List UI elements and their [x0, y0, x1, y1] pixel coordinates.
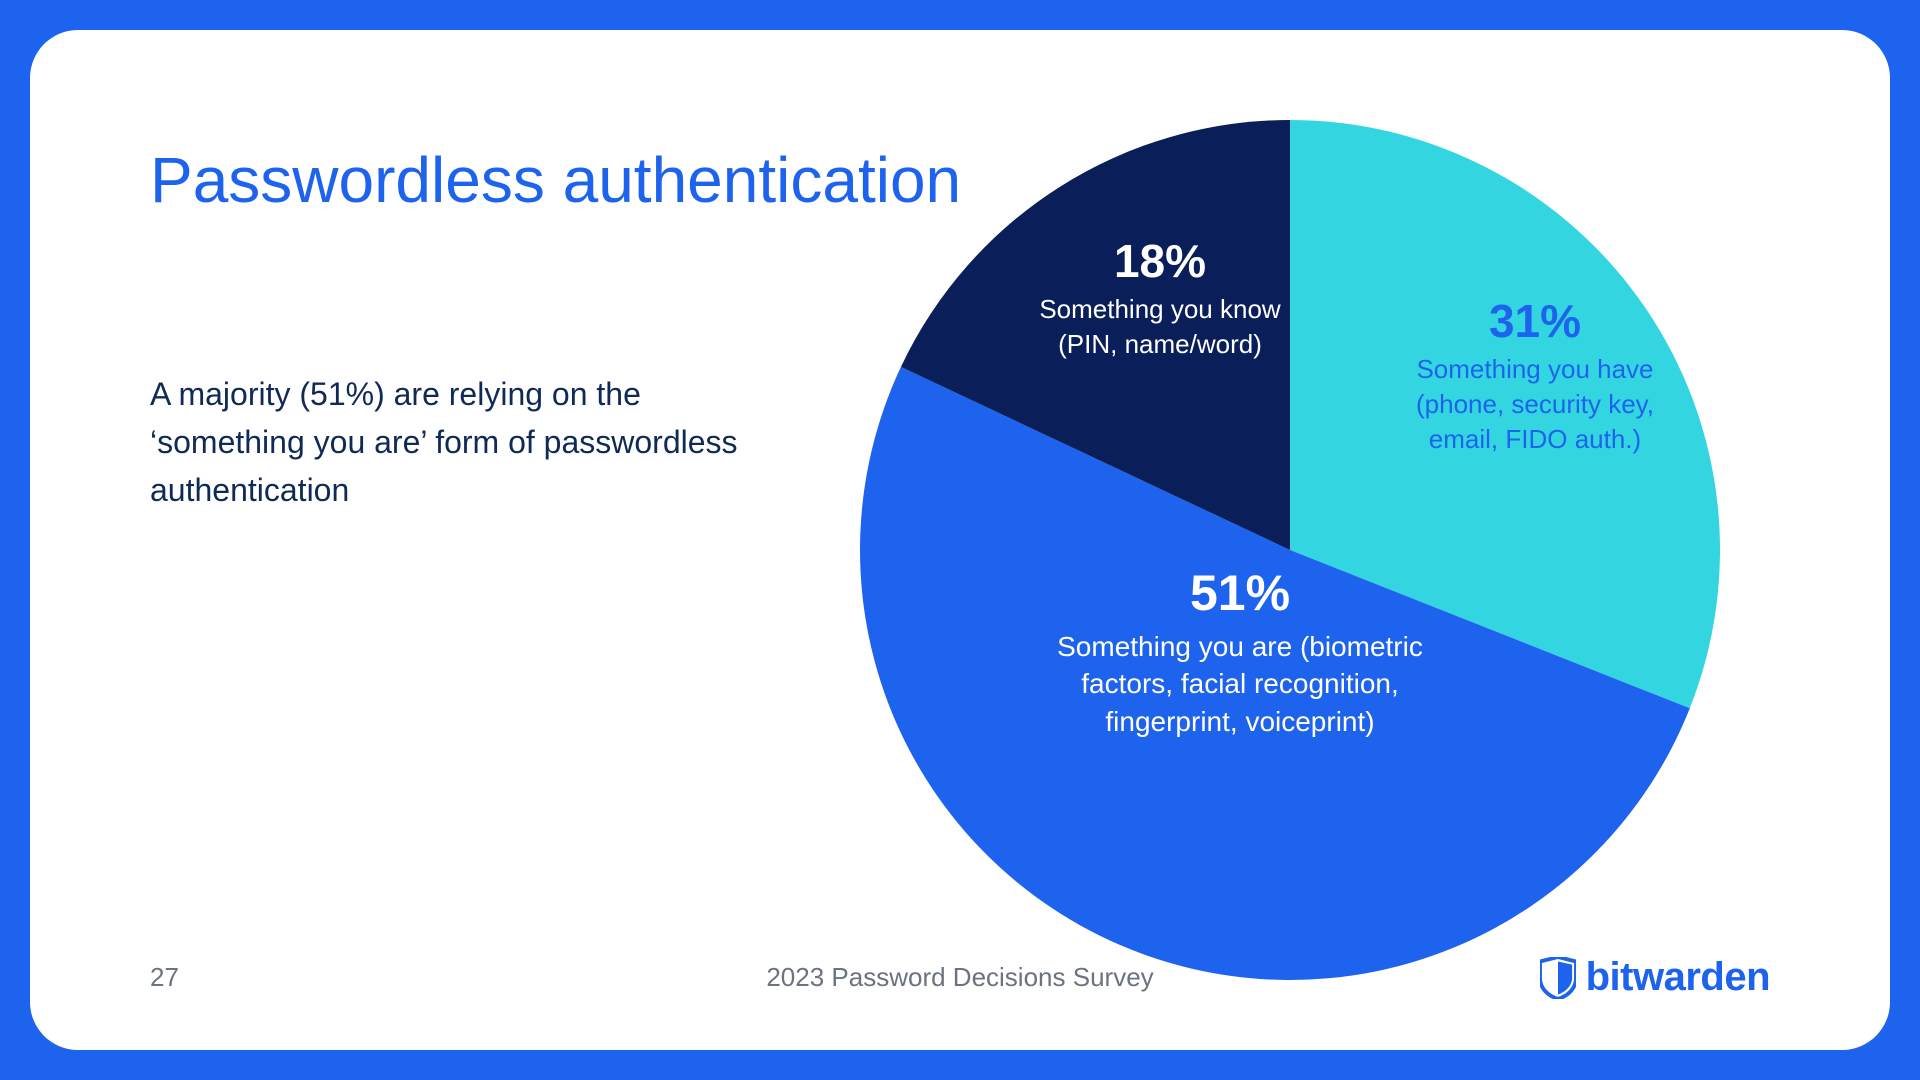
pie-label-pct: 51% [1020, 560, 1460, 628]
pie-label-text: Something you have (phone, security key,… [1380, 352, 1690, 457]
pie-chart: 31%Something you have (phone, security k… [850, 110, 1730, 990]
pie-label-text: Something you are (biometric factors, fa… [1020, 628, 1460, 741]
pie-label-0: 31%Something you have (phone, security k… [1380, 290, 1690, 457]
pie-label-pct: 18% [1030, 230, 1290, 292]
pie-label-1: 51%Something you are (biometric factors,… [1020, 560, 1460, 741]
shield-icon [1540, 957, 1576, 999]
page-number: 27 [150, 962, 179, 993]
slide-card: Passwordless authentication A majority (… [30, 30, 1890, 1050]
pie-label-2: 18%Something you know (PIN, name/word) [1030, 230, 1290, 362]
pie-svg [850, 110, 1730, 990]
pie-label-pct: 31% [1380, 290, 1690, 352]
brand-logo: bitwarden [1540, 955, 1770, 1000]
slide-title: Passwordless authentication [150, 140, 961, 220]
slide-footer: 27 2023 Password Decisions Survey bitwar… [30, 955, 1890, 1000]
pie-label-text: Something you know (PIN, name/word) [1030, 292, 1290, 362]
slide-description: A majority (51%) are relying on the ‘som… [150, 370, 770, 514]
brand-name: bitwarden [1586, 955, 1770, 1000]
slide-outer: Passwordless authentication A majority (… [0, 0, 1920, 1080]
slide-content: Passwordless authentication A majority (… [30, 30, 1890, 1050]
footer-subtitle: 2023 Password Decisions Survey [766, 962, 1153, 993]
